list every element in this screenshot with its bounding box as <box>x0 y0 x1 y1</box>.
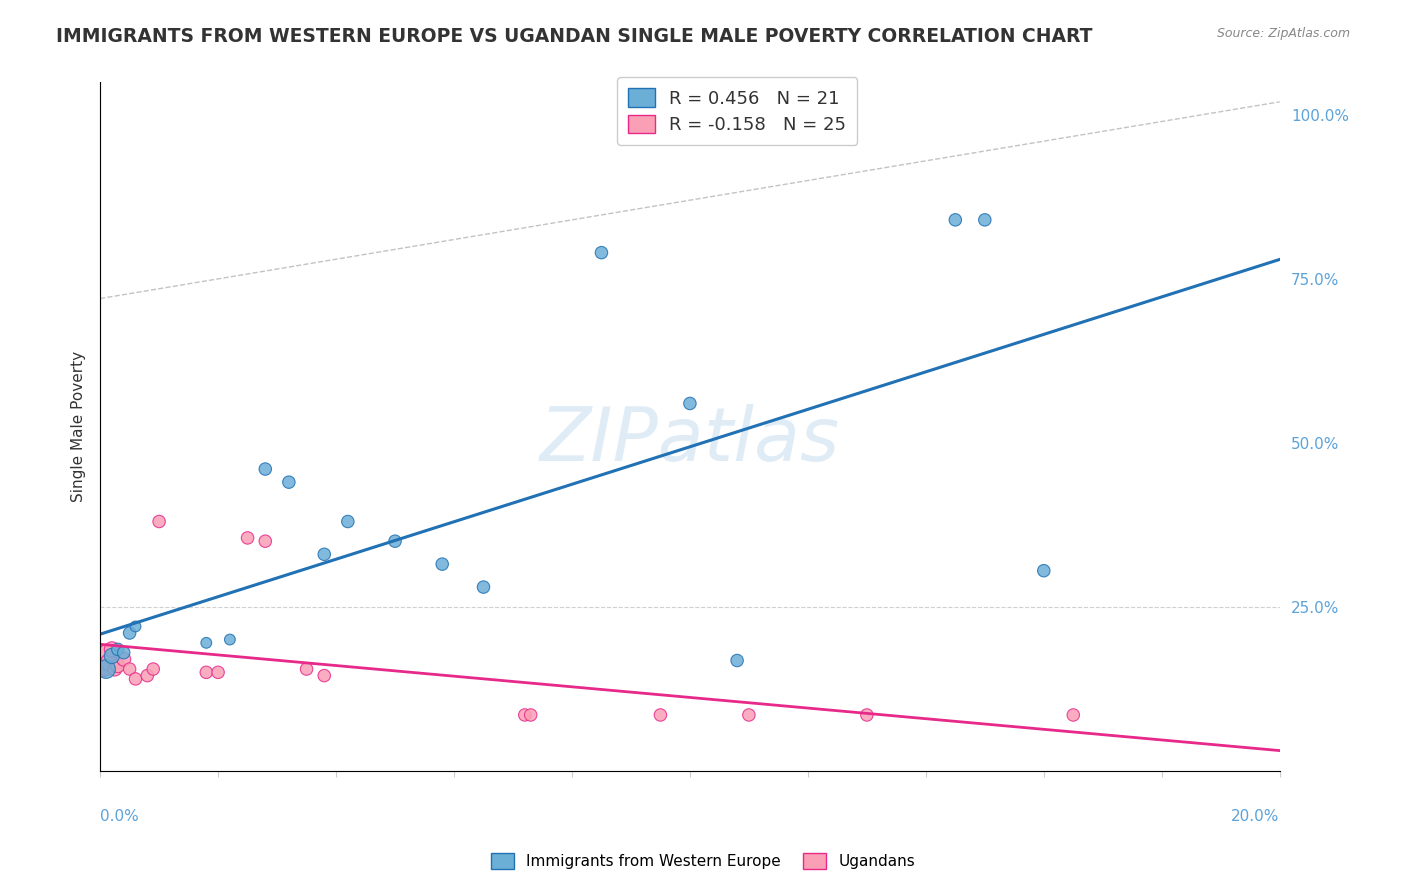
Point <box>148 515 170 529</box>
Point <box>236 531 259 545</box>
Point <box>254 534 277 549</box>
Point <box>124 672 146 686</box>
Point <box>101 642 124 657</box>
Text: 20.0%: 20.0% <box>1232 808 1279 823</box>
Point <box>472 580 495 594</box>
Point <box>336 515 359 529</box>
Point <box>1032 564 1054 578</box>
Point <box>295 662 318 676</box>
Point <box>107 642 129 657</box>
Point <box>519 708 541 723</box>
Point <box>91 662 114 676</box>
Point <box>856 708 879 723</box>
Point <box>679 396 702 410</box>
Text: Source: ZipAtlas.com: Source: ZipAtlas.com <box>1216 27 1350 40</box>
Point <box>104 662 127 676</box>
Point <box>650 708 672 723</box>
Legend: R = 0.456   N = 21, R = -0.158   N = 25: R = 0.456 N = 21, R = -0.158 N = 25 <box>617 78 858 145</box>
Point <box>513 708 536 723</box>
Point <box>107 658 129 673</box>
Point <box>943 212 966 227</box>
Point <box>118 662 141 676</box>
Point <box>314 547 336 561</box>
Text: ZIPatlas: ZIPatlas <box>540 404 839 476</box>
Point <box>118 626 141 640</box>
Point <box>277 475 299 490</box>
Point <box>725 654 748 668</box>
Point <box>124 619 146 633</box>
Point <box>432 557 454 571</box>
Text: IMMIGRANTS FROM WESTERN EUROPE VS UGANDAN SINGLE MALE POVERTY CORRELATION CHART: IMMIGRANTS FROM WESTERN EUROPE VS UGANDA… <box>56 27 1092 45</box>
Point <box>101 648 124 663</box>
Point <box>136 668 159 682</box>
Point <box>112 646 135 660</box>
Point <box>314 668 336 682</box>
Point <box>384 534 406 549</box>
Point <box>112 652 135 666</box>
Point <box>738 708 761 723</box>
Point <box>195 665 218 680</box>
Point <box>254 462 277 476</box>
Point <box>1062 708 1084 723</box>
Legend: Immigrants from Western Europe, Ugandans: Immigrants from Western Europe, Ugandans <box>485 847 921 875</box>
Point <box>142 662 165 676</box>
Point <box>96 646 118 660</box>
Text: 0.0%: 0.0% <box>100 808 139 823</box>
Point <box>973 212 995 227</box>
Point <box>591 245 613 260</box>
Point <box>94 662 117 676</box>
Point <box>207 665 229 680</box>
Point <box>94 658 117 673</box>
Point <box>195 636 218 650</box>
Y-axis label: Single Male Poverty: Single Male Poverty <box>72 351 86 502</box>
Point <box>98 656 121 670</box>
Point <box>219 632 242 647</box>
